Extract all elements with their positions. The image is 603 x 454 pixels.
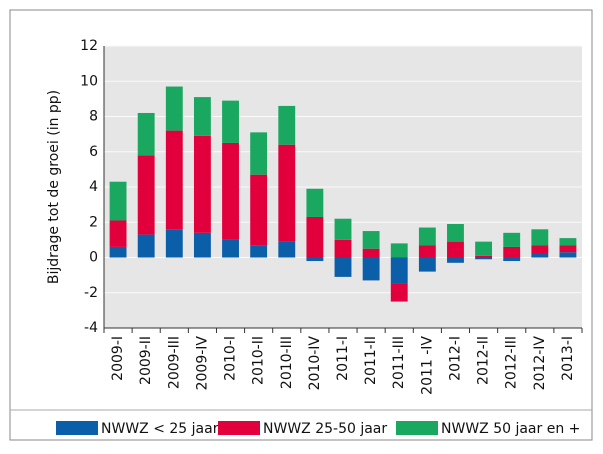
y-axis-label: Bijdrage tot de groei (in pp) [46, 90, 62, 284]
bar-segment [362, 257, 380, 281]
x-tick-label: 2009-IV [194, 336, 210, 391]
x-tick-label: 2011-II [363, 336, 379, 385]
bar-segment [165, 229, 183, 258]
bar-segment [137, 155, 155, 235]
bar-segment [137, 112, 155, 156]
bar-segment [222, 142, 239, 240]
bar-segment [222, 239, 239, 258]
bar-segment [306, 188, 324, 217]
bar-segment [250, 174, 268, 246]
x-tick-label: 2013-I [560, 336, 576, 381]
bar-segment [250, 245, 268, 258]
bar-segment [531, 229, 549, 246]
x-tick-label: 2010-III [279, 336, 295, 389]
bar-segment [306, 257, 324, 262]
bar-segment [193, 135, 211, 233]
bar-segment [418, 227, 436, 246]
x-tick-label: 2010-I [223, 336, 239, 381]
x-tick-label: 2012-IV [532, 336, 548, 391]
y-tick-label: 0 [89, 250, 98, 266]
bar-segment [447, 224, 464, 242]
x-tick-label: 2011-III [391, 336, 407, 389]
bar-segment [137, 234, 155, 258]
bar-segment [250, 132, 268, 175]
bar-segment [222, 100, 239, 143]
y-tick-label: 2 [89, 214, 98, 230]
x-tick-label: 2012-I [447, 336, 463, 381]
bar-segment [503, 257, 521, 262]
bar-segment [503, 232, 521, 247]
y-tick-label: 4 [89, 179, 98, 195]
x-tick-label: 2009-II [138, 336, 154, 385]
bar-segment [278, 105, 296, 145]
bar-segment [306, 216, 324, 258]
bar-segment [193, 232, 211, 258]
bar-segment [559, 245, 577, 253]
bar-segment [447, 257, 464, 263]
x-tick-label: 2010-IV [307, 336, 323, 391]
bar-segment [334, 218, 352, 240]
bar-segment [475, 255, 493, 258]
bar-segment [559, 238, 577, 246]
bar-segment [362, 231, 380, 249]
y-tick-label: 8 [89, 109, 98, 125]
legend-swatch [218, 421, 260, 435]
x-tick-label: 2012-II [476, 336, 492, 385]
legend-label: NWWZ < 25 jaar [101, 421, 219, 437]
bar-segment [109, 181, 127, 221]
bar-segment [193, 97, 211, 136]
bar-segment [165, 130, 183, 230]
bar-segment [390, 243, 408, 258]
bar-segment [418, 257, 436, 272]
legend-swatch [56, 421, 98, 435]
bar-segment [165, 86, 183, 131]
bar-segment [418, 245, 436, 258]
bar-segment [559, 252, 577, 258]
legend-label: NWWZ 25-50 jaar [263, 421, 387, 437]
x-tick-label: 2009-III [166, 336, 182, 389]
x-tick-label: 2011 -IV [419, 336, 435, 395]
bar-segment [531, 245, 549, 254]
bar-segment [278, 241, 296, 258]
y-tick-label: -4 [84, 320, 98, 336]
x-tick-label: 2012-III [504, 336, 520, 389]
bar-segment [334, 239, 352, 258]
bar-segment [109, 246, 127, 258]
x-tick-label: 2011-I [335, 336, 351, 381]
bar-segment [278, 144, 296, 242]
x-tick-label: 2009-I [110, 336, 126, 381]
bar-segment [531, 253, 549, 258]
bar-segment [475, 257, 493, 260]
bar-segment [503, 246, 521, 258]
x-tick-label: 2010-II [251, 336, 267, 385]
bar-segment [362, 248, 380, 258]
y-tick-label: -2 [84, 285, 98, 301]
legend-swatch [396, 421, 438, 435]
bar-segment [109, 220, 127, 247]
y-tick-label: 12 [80, 38, 98, 54]
y-tick-label: 10 [80, 73, 98, 89]
bar-segment [447, 241, 464, 258]
legend-label: NWWZ 50 jaar en + [441, 421, 580, 437]
bar-segment [390, 283, 408, 302]
bar-segment [390, 257, 408, 284]
bar-segment [475, 241, 493, 256]
bar-segment [334, 257, 352, 277]
y-tick-label: 6 [89, 144, 98, 160]
